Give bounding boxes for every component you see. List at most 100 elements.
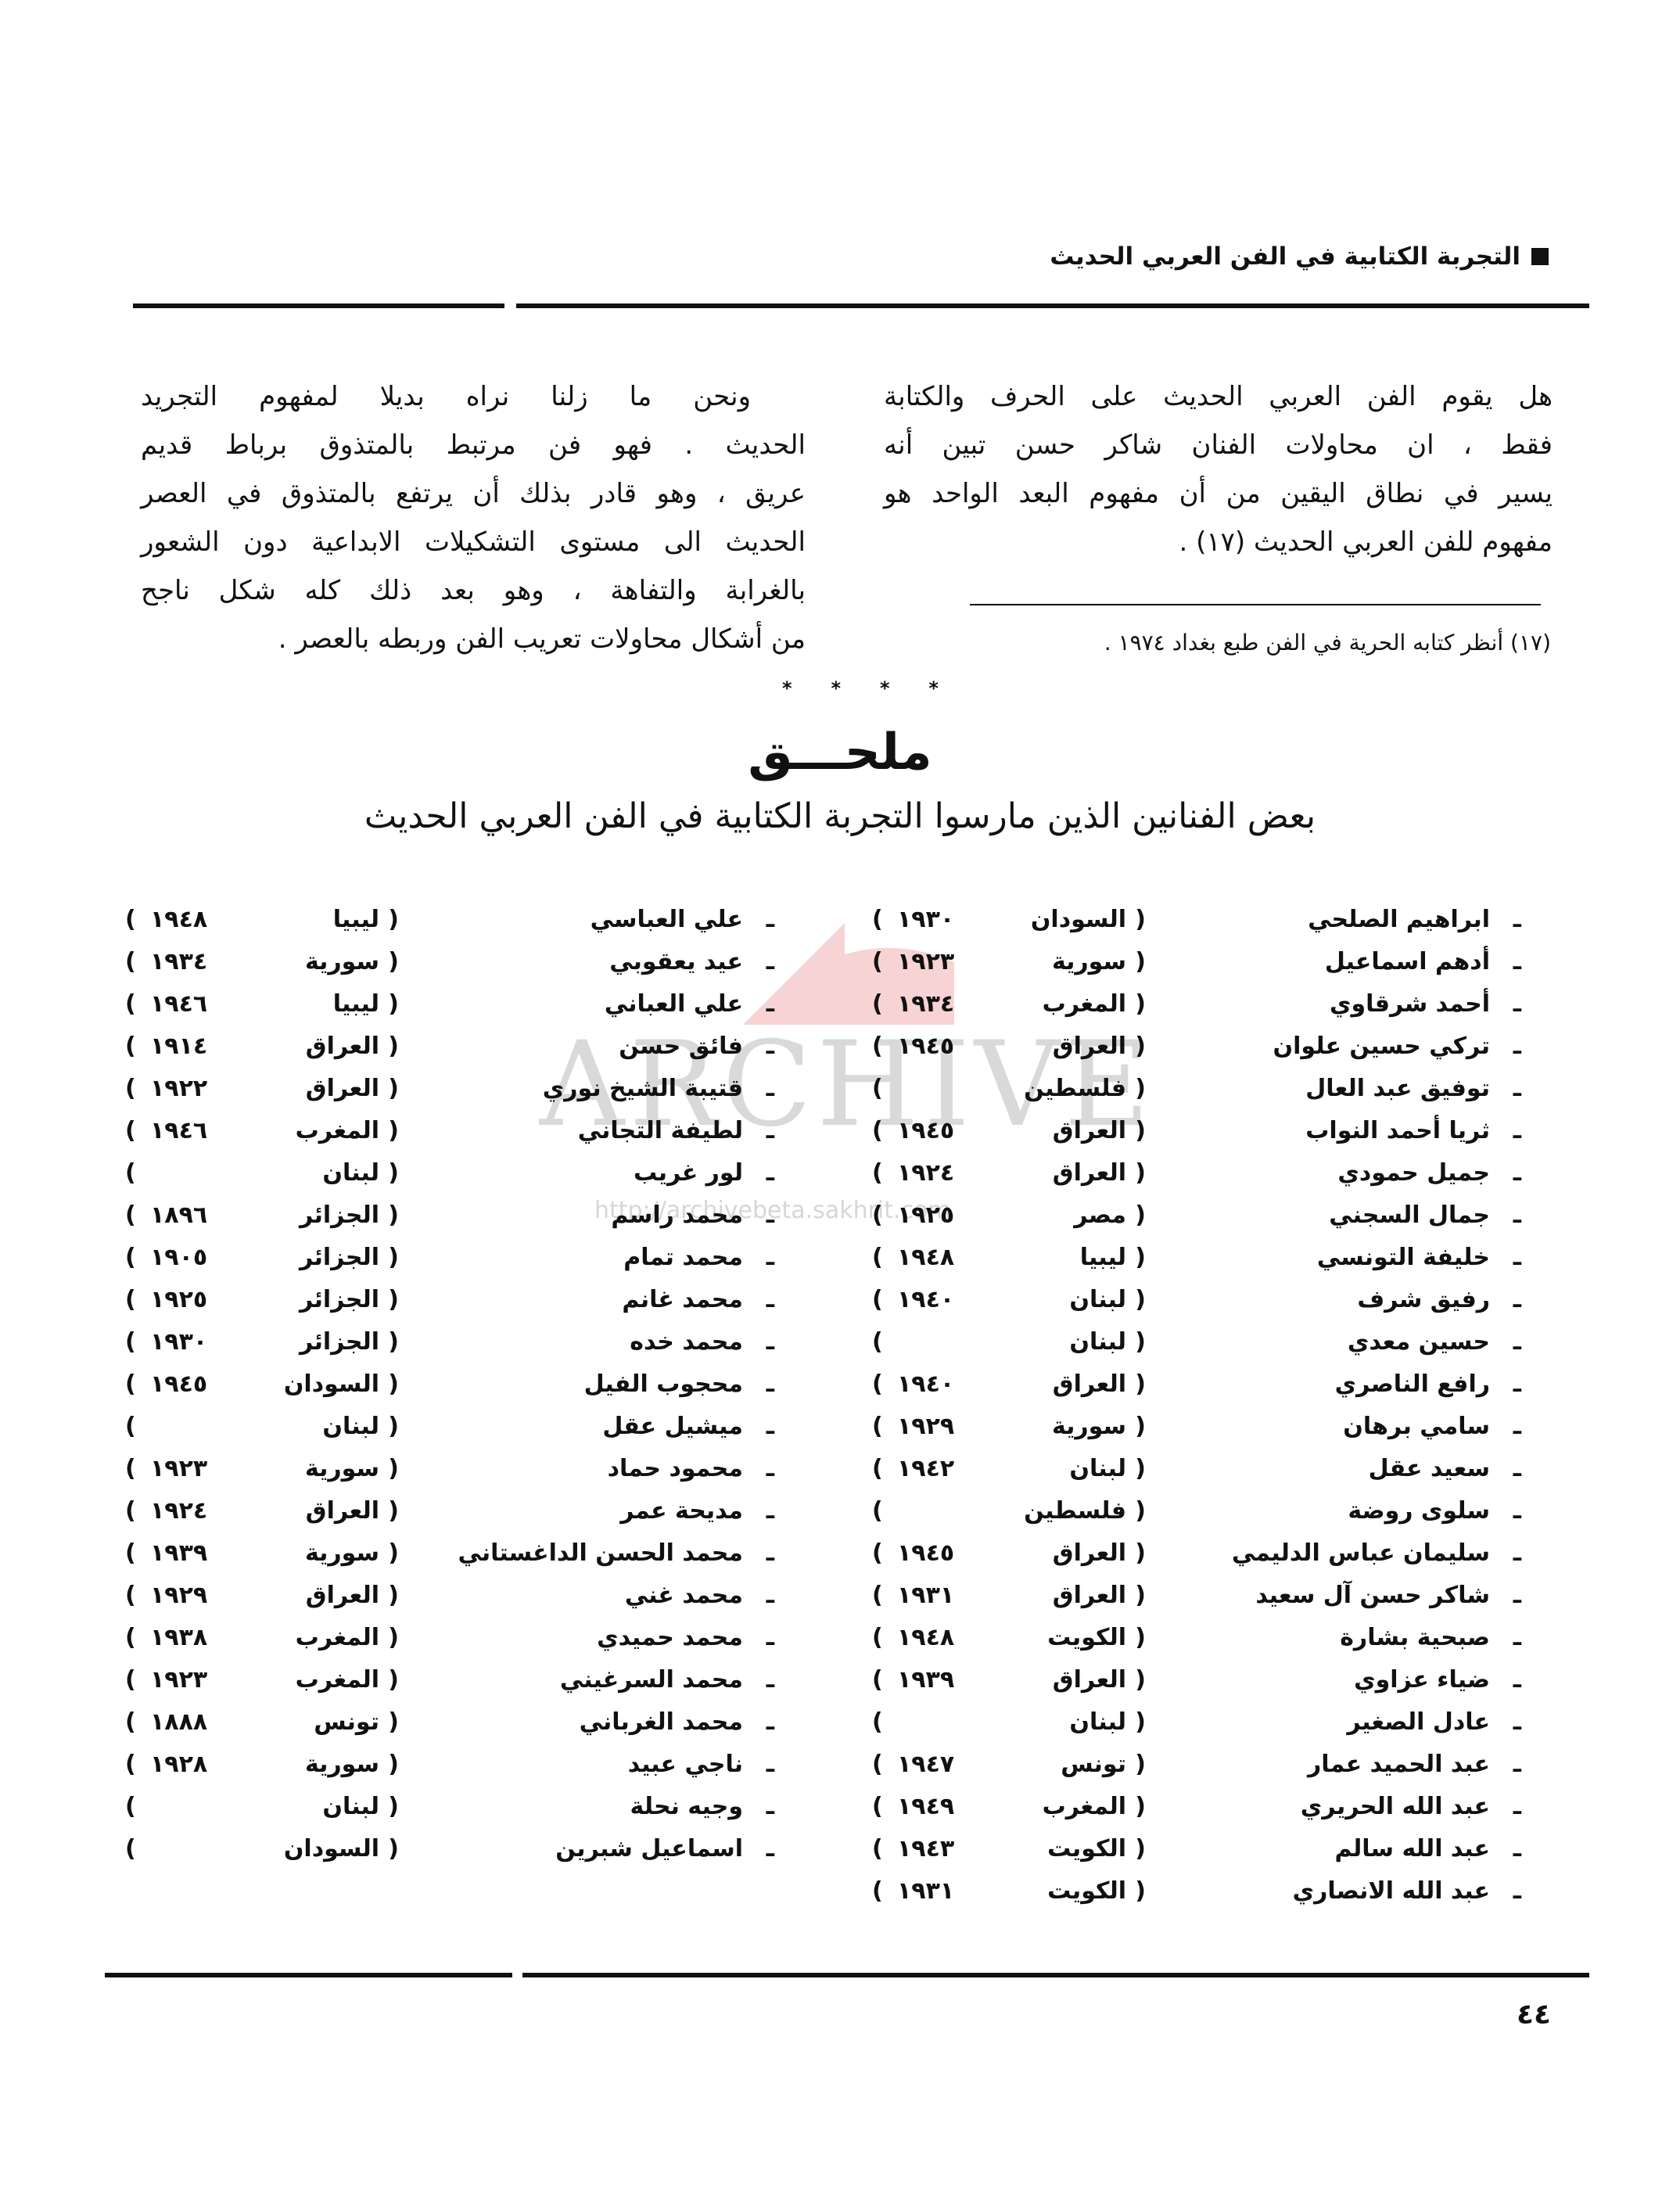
artist-year: ١٩٤٨ (150, 906, 208, 933)
list-marker: ـ (1513, 1159, 1521, 1187)
close-paren: ) (872, 1666, 883, 1694)
star-separator: * * * * (782, 677, 939, 699)
artist-country: المغرب (295, 1666, 379, 1694)
artist-year: ١٩٢٥ (150, 1286, 208, 1313)
artist-year: ١٩٣٠ (897, 906, 955, 933)
artist-row: ـ محمد خده (الجزائر ١٩٣٠) (125, 1321, 774, 1363)
close-paren: ) (125, 1539, 136, 1567)
close-paren: ) (125, 1497, 136, 1525)
list-marker: ـ (1513, 1244, 1521, 1271)
close-paren: ) (872, 906, 883, 933)
footnote: (١٧) أنظر كتابه الحرية في الفن طبع بغداد… (1104, 630, 1551, 656)
artist-row: ـ رفيق شرف (لبنان ١٩٤٠) (872, 1279, 1521, 1321)
artist-name: شاكر حسن آل سعيد (1255, 1582, 1490, 1609)
open-paren: ( (388, 948, 399, 975)
list-marker: ـ (766, 1708, 774, 1736)
artist-name: علي العباني (604, 990, 743, 1018)
artist-country: العراق (1052, 1159, 1126, 1187)
artist-country: فلسطين (1024, 1497, 1126, 1525)
artist-country: المغرب (1042, 1793, 1126, 1820)
list-marker: ـ (766, 1201, 774, 1229)
list-marker: ـ (1513, 948, 1521, 975)
open-paren: ( (388, 1455, 399, 1482)
open-paren: ( (388, 1286, 399, 1313)
artist-country: مصر (1074, 1201, 1126, 1229)
artist-country: لبنان (1069, 1328, 1126, 1356)
artist-name: محمد خده (630, 1328, 743, 1356)
artist-name: محمد تمام (623, 1244, 743, 1271)
artist-row: ـ حسين معدي (لبنان) (872, 1321, 1521, 1363)
list-marker: ـ (1513, 1117, 1521, 1144)
artist-name: أحمد شرقاوي (1329, 990, 1490, 1018)
artist-year: ١٩٤٣ (897, 1835, 955, 1862)
artist-name: صبحية بشارة (1340, 1624, 1490, 1651)
open-paren: ( (388, 1793, 399, 1820)
open-paren: ( (1135, 906, 1146, 933)
list-marker: ـ (1513, 1328, 1521, 1356)
artist-name: لطيفة التجاني (577, 1117, 743, 1144)
artist-row: ـ اسماعيل شبرين (السودان) (125, 1828, 774, 1870)
paragraph-line: من أشكال محاولات تعريب الفن وربطه بالعصر… (278, 623, 806, 655)
artist-name: قتيبة الشيخ نوري (542, 1075, 743, 1102)
open-paren: ( (1135, 1793, 1146, 1820)
artist-name: محمد غانم (622, 1286, 743, 1313)
artist-name: لور غريب (634, 1159, 743, 1187)
open-paren: ( (1135, 1708, 1146, 1736)
star-icon: * (879, 677, 890, 699)
paragraph-line: هل يقوم الفن العربي الحديث على الحرف وال… (884, 381, 1553, 412)
artist-row: ـ أدهم اسماعيل (سورية ١٩٢٣) (872, 941, 1521, 983)
artist-row: ـ مديحة عمر (العراق ١٩٢٤) (125, 1490, 774, 1532)
artist-row: ـ سعيد عقل (لبنان ١٩٤٢) (872, 1448, 1521, 1490)
page-number: ٤٤ (1517, 1999, 1551, 2031)
open-paren: ( (1135, 1624, 1146, 1651)
footnote-rule (970, 604, 1541, 605)
square-bullet-icon (1531, 248, 1549, 265)
header-rule-right (516, 304, 1589, 308)
list-marker: ـ (766, 906, 774, 933)
artist-row: ـ أحمد شرقاوي (المغرب ١٩٣٤) (872, 983, 1521, 1025)
artist-country: الجزائر (299, 1328, 379, 1356)
artist-name: فائق حسن (619, 1033, 743, 1060)
open-paren: ( (1135, 1413, 1146, 1440)
artist-year: ١٩٢٣ (150, 1666, 208, 1694)
artist-country: سورية (304, 1539, 379, 1567)
artist-row: ـ فائق حسن (العراق ١٩١٤) (125, 1025, 774, 1068)
close-paren: ) (125, 1370, 136, 1398)
artist-country: الكويت (1047, 1624, 1126, 1651)
artist-row: ـ محمد غانم (الجزائر ١٩٢٥) (125, 1279, 774, 1321)
appendix-title: ملحـــق (748, 724, 932, 781)
footer-rule-right (522, 1973, 1589, 1977)
open-paren: ( (1135, 1666, 1146, 1694)
list-marker: ـ (1513, 1708, 1521, 1736)
artist-row: ـ صبحية بشارة (الكويت ١٩٤٨) (872, 1617, 1521, 1659)
artist-name: ناجي عبيد (627, 1751, 743, 1778)
artist-name: محمد الحسن الداغستاني (458, 1539, 743, 1567)
close-paren: ) (125, 1244, 136, 1271)
open-paren: ( (388, 1751, 399, 1778)
open-paren: ( (388, 1624, 399, 1651)
list-marker: ـ (1513, 990, 1521, 1018)
watermark-book-icon (743, 923, 954, 1025)
artist-country: فلسطين (1024, 1075, 1126, 1102)
list-marker: ـ (1513, 1413, 1521, 1440)
artist-name: محمد الغرباني (579, 1708, 743, 1736)
open-paren: ( (388, 1413, 399, 1440)
artist-year: ١٩١٤ (150, 1033, 208, 1060)
artist-country: العراق (1052, 1539, 1126, 1567)
artist-year: ١٩٣١ (897, 1877, 955, 1905)
artist-name: حسين معدي (1347, 1328, 1490, 1356)
close-paren: ) (125, 990, 136, 1018)
artist-country: لبنان (1069, 1455, 1126, 1482)
artist-row: ـ تركي حسين علوان (العراق ١٩٤٥) (872, 1025, 1521, 1068)
close-paren: ) (872, 1244, 883, 1271)
close-paren: ) (125, 1328, 136, 1356)
artist-row: ـ محمد راسم (الجزائر ١٨٩٦) (125, 1194, 774, 1237)
open-paren: ( (388, 1835, 399, 1862)
close-paren: ) (872, 1370, 883, 1398)
appendix-subtitle: بعض الفنانين الذين مارسوا التجربة الكتاب… (364, 796, 1316, 836)
open-paren: ( (1135, 1835, 1146, 1862)
watermark-url: http://archivebeta.sakhrit.com (594, 1197, 951, 1224)
artist-row: ـ محمد الغرباني (تونس ١٨٨٨) (125, 1701, 774, 1744)
artist-country: سورية (304, 1455, 379, 1482)
open-paren: ( (388, 1708, 399, 1736)
